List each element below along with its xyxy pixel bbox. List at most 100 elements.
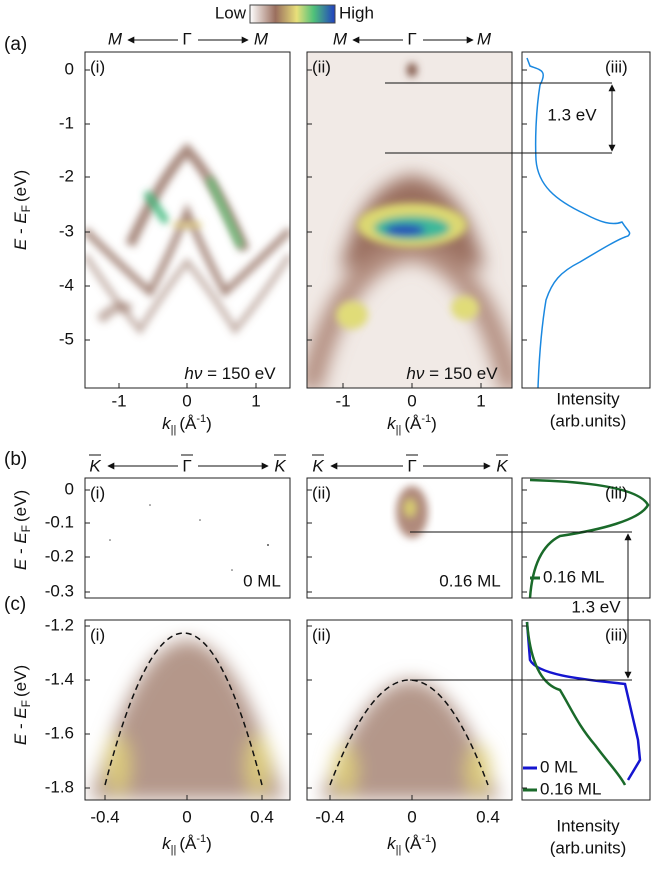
y-tick-label: -0.2 [45,546,74,565]
legend-label: 0 ML [540,757,578,776]
intensity-label: (arb.units) [550,411,627,430]
colorbar [249,4,336,24]
intensity-label: (arb.units) [550,838,627,857]
label-part: hν [184,364,202,383]
direction-label: Γ [407,456,416,475]
arpes-image [109,486,428,571]
x-tick-label: 0 [182,807,191,826]
arpes-image [85,142,290,336]
direction-label: M [477,29,492,48]
legend-label: 0.16 ML [540,779,601,798]
label-part: (eV) [11,170,30,202]
arpes-image [90,632,285,800]
direction-label: K [89,456,101,475]
label-part: F [19,525,33,532]
label-part: E [11,558,30,570]
label-part: k [162,414,172,433]
x-tick-label: 0 [182,391,191,410]
panel-label: (a) [4,34,27,55]
label-part: (Å [179,834,197,853]
x-tick-label: -1 [111,391,126,410]
direction-label: K [496,456,508,475]
label-part: (eV) [11,665,30,697]
legend-label: 0.16 ML [543,567,604,586]
intensity-curve [526,57,631,389]
gap-label: 1.3 eV [571,597,621,616]
direction-label: M [108,29,123,48]
label-part: - [11,719,30,734]
tick-marks [85,69,527,800]
intensity-curve [528,478,650,599]
x-tick-label: 0.4 [476,807,500,826]
x-tick-label: 0 [407,391,416,410]
panel-label: (b) [4,449,27,470]
label-part: F [19,700,33,707]
label-part: || [171,844,177,856]
x-tick-label: 1 [476,391,485,410]
label-part: ) [431,414,437,433]
sub-label: (i) [90,625,105,644]
direction-label: M [254,29,269,48]
y-tick-label: -1 [59,113,74,132]
y-axis-label: E - EF(eV) [11,490,33,570]
label-part: E [11,532,30,544]
y-tick-label: -3 [59,221,74,240]
intensity-curve [525,621,627,786]
label-part: -1 [421,413,431,425]
direction-label: M [333,29,348,48]
x-tick-label: -0.4 [315,807,344,826]
y-tick-label: -1.6 [45,723,74,742]
label-part: -1 [421,833,431,845]
label-part: E [11,212,30,224]
x-tick-label: 0 [407,807,416,826]
arpes-image [307,52,512,388]
photon-energy: hν = 150 eV [406,364,498,383]
label-part: E [11,707,30,719]
label-part: (Å [404,414,422,433]
sub-label: (i) [90,483,105,502]
colorbar-label: Low [215,3,247,22]
intensity-curve [525,621,642,781]
label-part: F [19,205,33,212]
sub-label: (ii) [312,483,331,502]
y-tick-label: -1.2 [45,615,74,634]
label-part: k [387,834,397,853]
label-part: E [11,733,30,745]
label-part: k [162,834,172,853]
label-part: || [396,844,402,856]
y-tick-label: -0.1 [45,512,74,531]
x-tick-label: 1 [251,391,260,410]
y-tick-label: 0 [65,59,74,78]
sub-label: (iii) [605,625,628,644]
label-part: - [11,224,30,239]
x-axis-label: k|| (Å-1) [162,413,212,436]
direction-label: Γ [182,29,191,48]
label-part: || [396,424,402,436]
direction-label: K [312,456,324,475]
sub-label: (ii) [312,625,331,644]
y-tick-label: -5 [59,329,74,348]
x-axis-label: k|| (Å-1) [387,413,437,436]
coverage-label: 0 ML [243,571,281,590]
label-part: k [387,414,397,433]
direction-label: Γ [182,456,191,475]
y-tick-label: 0 [65,479,74,498]
label-part: -1 [196,413,206,425]
sub-label: (ii) [312,57,331,76]
label-part: = 150 eV [424,364,498,383]
intensity-label: Intensity [556,389,620,408]
photon-energy: hν = 150 eV [184,364,276,383]
gap-label: 1.3 eV [547,105,597,124]
x-axis-label: k|| (Å-1) [162,833,212,856]
direction-label: Γ [407,29,416,48]
coverage-label: 0.16 ML [439,571,500,590]
y-tick-label: -0.3 [45,581,74,600]
y-axis-label: E - EF(eV) [11,665,33,745]
guides [89,36,632,681]
label-part: || [171,424,177,436]
x-tick-label: 0.4 [250,807,274,826]
label-part: (eV) [11,490,30,522]
label-part: (Å [404,834,422,853]
label-part: (Å [179,414,197,433]
arpes-image [320,679,500,800]
